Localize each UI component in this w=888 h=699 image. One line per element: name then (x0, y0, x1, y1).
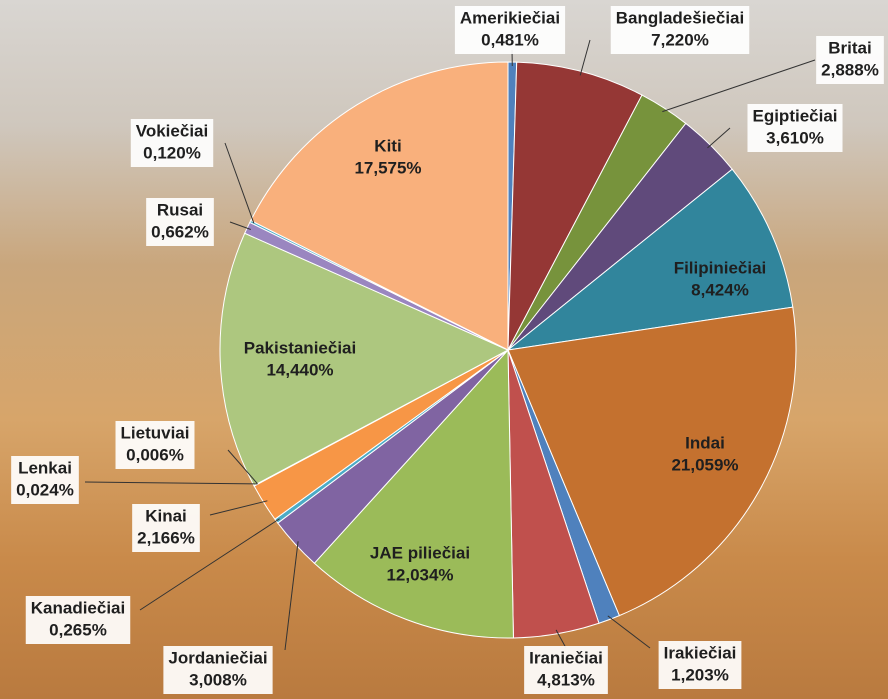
category-label: Irakiečiai (664, 643, 737, 662)
value-label: 8,424% (691, 280, 749, 299)
label-background (163, 646, 273, 694)
category-label: Pakistaniečiai (244, 338, 356, 357)
value-label: 0,006% (126, 445, 184, 464)
pie-slice (506, 168, 794, 351)
pie-slice (250, 61, 509, 351)
label-background (132, 504, 200, 552)
data-label: Indai 21,059% (671, 433, 738, 474)
pie-slice (219, 232, 510, 487)
label-background (454, 6, 566, 54)
leader-line (229, 221, 251, 230)
label-background (11, 456, 79, 504)
leader-line (607, 615, 651, 649)
data-label: Kiti 17,575% (354, 136, 421, 177)
data-label: JAE piliečiai 12,034% (370, 543, 470, 584)
leader-line (284, 541, 299, 651)
leader-line (579, 39, 591, 76)
data-label: Lenkai 0,024% (11, 456, 79, 504)
leader-line (139, 518, 280, 611)
value-label: 3,008% (189, 670, 247, 689)
category-label: Vokiečiai (136, 121, 208, 140)
category-label: Egiptiečiai (752, 106, 837, 125)
value-label: 0,481% (481, 30, 539, 49)
pie-slice (313, 348, 514, 639)
label-background (25, 596, 131, 644)
value-label: 14,440% (266, 360, 333, 379)
value-label: 12,034% (386, 565, 453, 584)
data-label: Iraniečiai 4,813% (524, 646, 608, 694)
value-label: 0,120% (143, 143, 201, 162)
category-label: Bangladešiečiai (616, 8, 745, 27)
category-label: Jordaniečiai (168, 648, 267, 667)
data-label: Jordaniečiai 3,008% (163, 646, 273, 694)
leader-line (227, 449, 258, 485)
value-label: 3,610% (766, 128, 824, 147)
label-background (524, 646, 608, 694)
category-label: Kiti (374, 136, 401, 155)
value-label: 0,024% (16, 480, 74, 499)
slices (219, 61, 797, 639)
category-label: Rusai (157, 200, 203, 219)
data-label: Pakistaniečiai 14,440% (244, 338, 356, 379)
data-label: Kinai 2,166% (132, 504, 200, 552)
label-background (658, 641, 742, 689)
category-label: Lenkai (18, 458, 72, 477)
data-label: Britai 2,888% (816, 36, 884, 84)
data-label: Bangladešiečiai 7,220% (610, 6, 750, 54)
category-label: Iraniečiai (529, 648, 603, 667)
category-label: JAE piliečiai (370, 543, 470, 562)
data-label: Irakiečiai 1,203% (658, 641, 742, 689)
data-label: Rusai 0,662% (146, 198, 214, 246)
category-label: Kinai (145, 506, 187, 525)
value-label: 2,166% (137, 528, 195, 547)
data-label: Filipiniečiai 8,424% (674, 258, 767, 299)
category-label: Britai (828, 38, 871, 57)
value-label: 4,813% (537, 670, 595, 689)
pie-slice (507, 306, 797, 617)
category-label: Indai (685, 433, 725, 452)
value-label: 21,059% (671, 455, 738, 474)
label-background (747, 104, 843, 152)
label-background (610, 6, 750, 54)
leader-line (224, 142, 255, 224)
value-label: 0,662% (151, 222, 209, 241)
category-label: Filipiniečiai (674, 258, 767, 277)
category-label: Kanadiečiai (31, 598, 126, 617)
data-label: Lietuviai 0,006% (115, 421, 195, 469)
category-label: Amerikiečiai (460, 8, 560, 27)
data-label: Kanadiečiai 0,265% (25, 596, 131, 644)
label-background (130, 119, 214, 167)
category-label: Lietuviai (121, 423, 190, 442)
value-label: 7,220% (651, 30, 709, 49)
value-label: 0,265% (49, 620, 107, 639)
label-background (816, 36, 884, 84)
leader-lines (84, 39, 816, 651)
data-label: Amerikiečiai 0,481% (454, 6, 566, 54)
leader-line (707, 127, 731, 149)
label-background (115, 421, 195, 469)
value-label: 2,888% (821, 60, 879, 79)
leader-line (662, 59, 816, 113)
leader-line (555, 629, 567, 649)
leader-line (84, 481, 258, 485)
value-label: 17,575% (354, 158, 421, 177)
label-background (146, 198, 214, 246)
leader-line (209, 500, 268, 516)
data-label: Vokiečiai 0,120% (130, 119, 214, 167)
data-label: Egiptiečiai 3,610% (747, 104, 843, 152)
value-label: 1,203% (671, 665, 729, 684)
